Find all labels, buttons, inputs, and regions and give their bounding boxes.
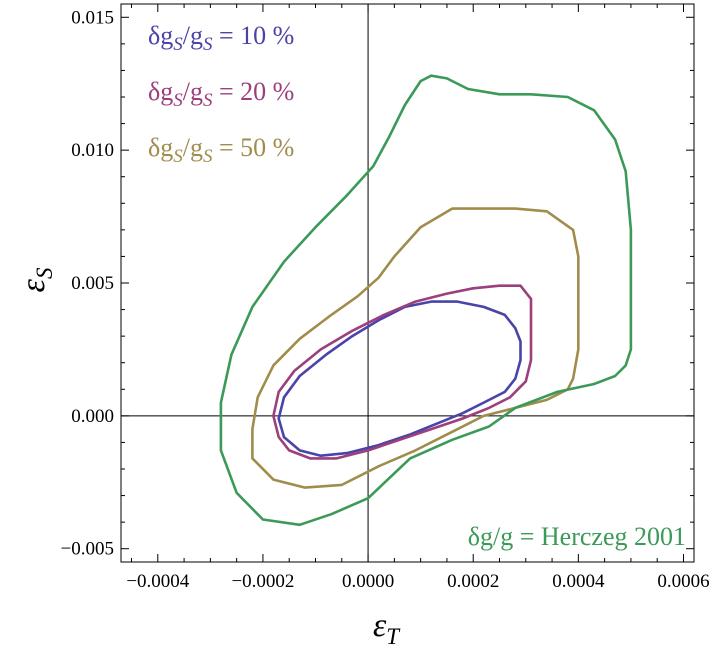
- contour-series-3: [251, 207, 580, 489]
- x-axis-title: εT: [373, 607, 401, 649]
- contour-series-2: [272, 284, 533, 460]
- legend-entry-1: δgS/gS = 10 %: [148, 21, 294, 55]
- plot-frame: [120, 3, 695, 563]
- x-tick-label: −0.0004: [126, 571, 189, 592]
- x-tick-label: 0.0006: [657, 571, 709, 592]
- y-tick-label: 0.015: [71, 7, 114, 28]
- y-tick-label: 0.000: [71, 406, 114, 427]
- x-tick-label: 0.0004: [552, 571, 605, 592]
- legend-entry-4: δg/g = Herczeg 2001: [468, 522, 686, 551]
- legend-entry-3: δgS/gS = 50 %: [148, 133, 294, 167]
- contour-series-4: [219, 74, 633, 527]
- y-tick-label: 0.005: [71, 273, 114, 294]
- y-axis-title: εS: [15, 267, 57, 292]
- contour-series-1: [277, 300, 522, 458]
- x-tick-label: 0.0002: [447, 571, 499, 592]
- x-tick-label: 0.0000: [342, 571, 394, 592]
- legend-entry-2: δgS/gS = 20 %: [148, 77, 294, 111]
- x-tick-label: −0.0002: [231, 571, 294, 592]
- y-tick-label: −0.005: [61, 539, 114, 560]
- y-tick-label: 0.010: [71, 140, 114, 161]
